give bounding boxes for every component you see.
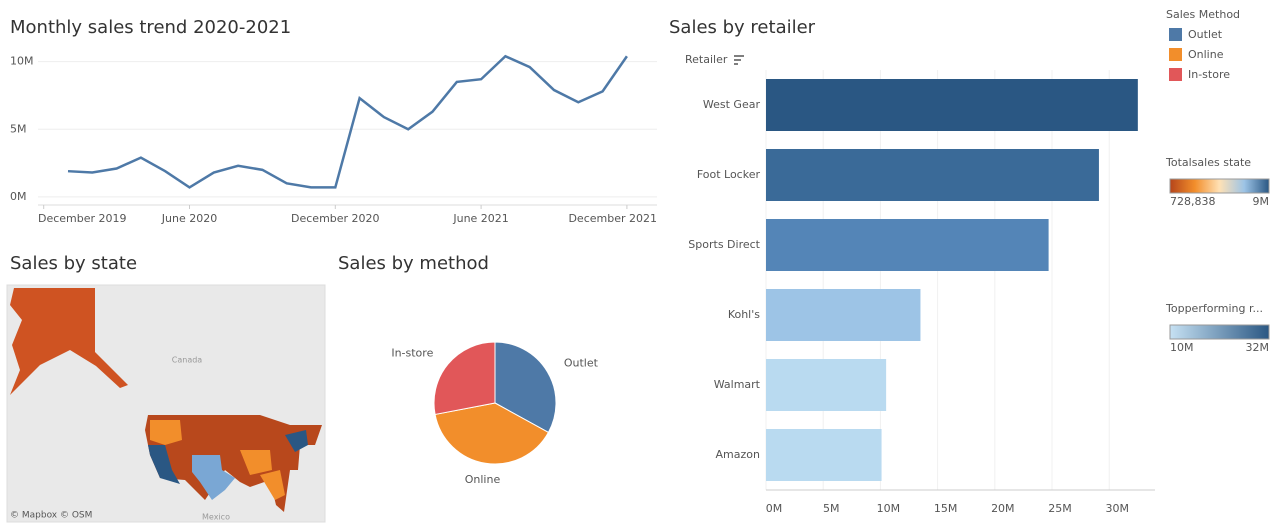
x-tick-label: June 2020: [161, 212, 217, 225]
chart-title: Sales by state: [10, 253, 137, 274]
map-northeast: [285, 430, 308, 452]
legend-gradient: [1169, 178, 1270, 194]
pie-label: Online: [465, 473, 501, 486]
bar: [766, 359, 887, 411]
bar: [766, 79, 1138, 131]
x-tick-label: 25M: [1048, 502, 1072, 515]
bar: [766, 149, 1099, 201]
map-label: Canada: [172, 356, 203, 365]
x-tick-label: 10M: [877, 502, 901, 515]
bar: [766, 289, 921, 341]
legend-label: Online: [1188, 48, 1224, 61]
line-series: [67, 54, 628, 189]
x-tick-label: December 2021: [568, 212, 657, 225]
y-tick-label: 5M: [10, 122, 27, 135]
chart-title: Sales by retailer: [669, 17, 816, 38]
x-tick-label: June 2021: [452, 212, 508, 225]
y-tick-label: 10M: [10, 55, 34, 68]
y-tick-label: 0M: [10, 190, 27, 203]
legend-swatch: [1169, 68, 1182, 81]
x-tick-label: 0M: [766, 502, 783, 515]
map-california: [148, 445, 180, 484]
pie-slice: [433, 341, 496, 416]
y-tick-label: Sports Direct: [688, 238, 760, 251]
pie-slice: [494, 341, 557, 434]
legend-min: 10M: [1170, 341, 1194, 354]
map-attribution: © Mapbox © OSM: [10, 511, 92, 521]
pie-slice: [434, 402, 550, 465]
x-tick-label: 20M: [991, 502, 1015, 515]
y-tick-label: Amazon: [716, 448, 760, 461]
axis-label: Retailer: [685, 53, 728, 66]
legend-label: In-store: [1188, 68, 1230, 81]
x-tick-label: December 2020: [291, 212, 380, 225]
chart-title: Monthly sales trend 2020-2021: [10, 17, 291, 38]
map-layout: [6, 284, 326, 523]
legend-swatch: [1169, 28, 1182, 41]
legend-swatch: [1169, 48, 1182, 61]
y-tick-label: Foot Locker: [697, 168, 761, 181]
x-tick-label: 15M: [934, 502, 958, 515]
pie-label: In-store: [391, 346, 433, 359]
x-tick-label: 30M: [1105, 502, 1129, 515]
y-tick-label: Kohl's: [728, 308, 760, 321]
legend-title: Sales Method: [1166, 8, 1240, 21]
chart-title: Sales by method: [338, 253, 489, 274]
map-texas: [192, 455, 235, 500]
legend-min: 728,838: [1170, 195, 1216, 208]
legend-gradient: [1169, 324, 1270, 340]
legend-max: 32M: [1246, 341, 1270, 354]
y-tick-label: West Gear: [703, 98, 761, 111]
y-tick-label: Walmart: [714, 378, 761, 391]
bar: [766, 429, 882, 481]
x-tick-label: 5M: [823, 502, 840, 515]
legend-max: 9M: [1253, 195, 1270, 208]
map-alaska: [10, 288, 128, 395]
sort-icon: [734, 55, 744, 65]
legend-title: Totalsales state: [1165, 156, 1251, 169]
legend-label: Outlet: [1188, 28, 1223, 41]
pie-label: Outlet: [564, 356, 599, 369]
map-label: Mexico: [202, 513, 230, 522]
map-states-orange: [150, 420, 285, 500]
bar: [766, 219, 1049, 271]
x-tick-label: December 2019: [38, 212, 127, 225]
legend-title: Topperforming r...: [1165, 302, 1263, 315]
